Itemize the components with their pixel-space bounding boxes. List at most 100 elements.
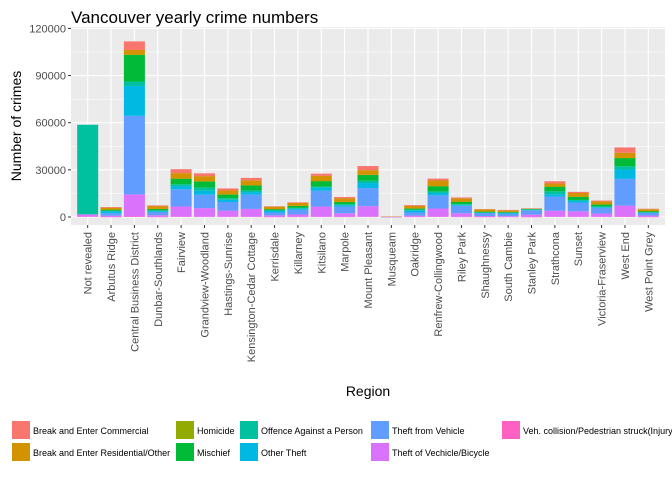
- bar-segment: [544, 183, 566, 187]
- legend-label: Other Theft: [261, 448, 307, 458]
- bar-segment: [474, 211, 496, 213]
- legend-swatch: [176, 421, 194, 439]
- bar-segment: [450, 198, 472, 202]
- bar-segment: [637, 215, 659, 217]
- bar-segment: [123, 41, 145, 51]
- y-tick-label: 60000: [35, 118, 66, 130]
- bar-segment: [310, 173, 332, 176]
- bar-segment: [591, 213, 613, 217]
- bar-segment: [147, 205, 169, 207]
- bar-segment: [567, 199, 589, 201]
- bar-segment: [334, 197, 356, 199]
- bar-segment: [357, 170, 379, 175]
- bar-segment: [544, 191, 566, 195]
- bar-segment: [357, 206, 379, 217]
- bar-segment: [427, 178, 449, 181]
- x-axis-title: Region: [346, 383, 390, 399]
- bar-segment: [334, 204, 356, 206]
- bar-segment: [193, 194, 215, 209]
- bar-segment: [591, 206, 613, 208]
- bar-segment: [427, 186, 449, 192]
- bar-segment: [497, 210, 519, 212]
- x-tick-label: Kerrisdale: [270, 232, 282, 282]
- bar-segment: [404, 208, 426, 210]
- bar-segment: [474, 209, 496, 212]
- bar-segment: [240, 190, 262, 193]
- bar-segment: [193, 181, 215, 188]
- legend-swatch: [176, 443, 194, 461]
- x-tick-label: Sunset: [573, 232, 585, 266]
- legend-label: Theft of Vechicle/Bicycle: [392, 448, 490, 458]
- legend-label: Homicide: [197, 426, 235, 436]
- bar-segment: [264, 212, 286, 216]
- x-tick-label: Stanley Park: [527, 232, 539, 295]
- bar-segment: [147, 208, 169, 211]
- bar-segment: [77, 124, 99, 215]
- bar-segment: [474, 213, 496, 217]
- bar-segment: [170, 184, 192, 187]
- bar-segment: [310, 175, 332, 182]
- bar-segment: [123, 81, 145, 86]
- bar-segment: [310, 187, 332, 191]
- x-tick-label: Kensington-Cedar Cottage: [246, 232, 258, 362]
- bars-group: [77, 41, 659, 218]
- bar-segment: [544, 181, 566, 184]
- bar-segment: [427, 192, 449, 196]
- bar-segment: [100, 207, 122, 210]
- bar-segment: [170, 189, 192, 207]
- bar-segment: [591, 204, 613, 207]
- legend-label: Offence Against a Person: [261, 426, 363, 436]
- bar-segment: [123, 54, 145, 82]
- bar-segment: [591, 200, 613, 202]
- x-ticks: Not revealed Arbutus Ridge Central Busines…: [83, 225, 655, 362]
- x-tick-label: Not revealed: [83, 232, 95, 294]
- bar-segment: [567, 196, 589, 200]
- bar-segment: [147, 210, 169, 212]
- bar-segment: [310, 186, 332, 188]
- bar-segment: [310, 190, 332, 207]
- bar-segment: [591, 207, 613, 214]
- legend-swatch: [371, 443, 389, 461]
- x-tick-label: Riley Park: [456, 232, 468, 283]
- bar-segment: [497, 211, 519, 213]
- bar-segment: [521, 214, 543, 217]
- bar-segment: [240, 194, 262, 209]
- bar-segment: [170, 206, 192, 217]
- bar-segment: [193, 190, 215, 195]
- bar-segment: [614, 166, 636, 170]
- bar-segment: [100, 211, 122, 214]
- bar-segment: [240, 185, 262, 191]
- bar-segment: [217, 199, 239, 202]
- y-axis-title: Number of crimes: [8, 71, 24, 181]
- legend-swatch: [12, 443, 30, 461]
- bar-segment: [614, 152, 636, 158]
- bar-segment: [404, 215, 426, 217]
- bar-segment: [170, 186, 192, 190]
- bar-segment: [357, 180, 379, 184]
- bar-segment: [287, 202, 309, 206]
- bar-segment: [567, 200, 589, 203]
- legend-swatch: [12, 421, 30, 439]
- legend-swatch: [371, 421, 389, 439]
- bar-segment: [310, 206, 332, 217]
- bar-segment: [217, 210, 239, 217]
- bar-segment: [544, 210, 566, 217]
- x-tick-label: Fairview: [176, 232, 188, 273]
- bar-segment: [637, 211, 659, 213]
- bar-segment: [404, 210, 426, 213]
- bar-segment: [264, 206, 286, 210]
- bar-segment: [193, 187, 215, 191]
- bar-segment: [240, 208, 262, 217]
- x-tick-label: Renfrew-Collingwood: [433, 232, 445, 337]
- legend-label: Theft from Vehicle: [392, 426, 465, 436]
- bar-segment: [334, 206, 356, 214]
- bar-segment: [77, 214, 99, 217]
- bar-segment: [100, 215, 122, 217]
- bar-segment: [404, 212, 426, 216]
- bar-segment: [170, 173, 192, 179]
- bar-segment: [427, 191, 449, 193]
- bar-segment: [404, 205, 426, 206]
- y-tick-label: 90000: [35, 71, 66, 83]
- x-tick-label: Grandview-Woodland: [199, 232, 211, 338]
- bar-segment: [334, 201, 356, 205]
